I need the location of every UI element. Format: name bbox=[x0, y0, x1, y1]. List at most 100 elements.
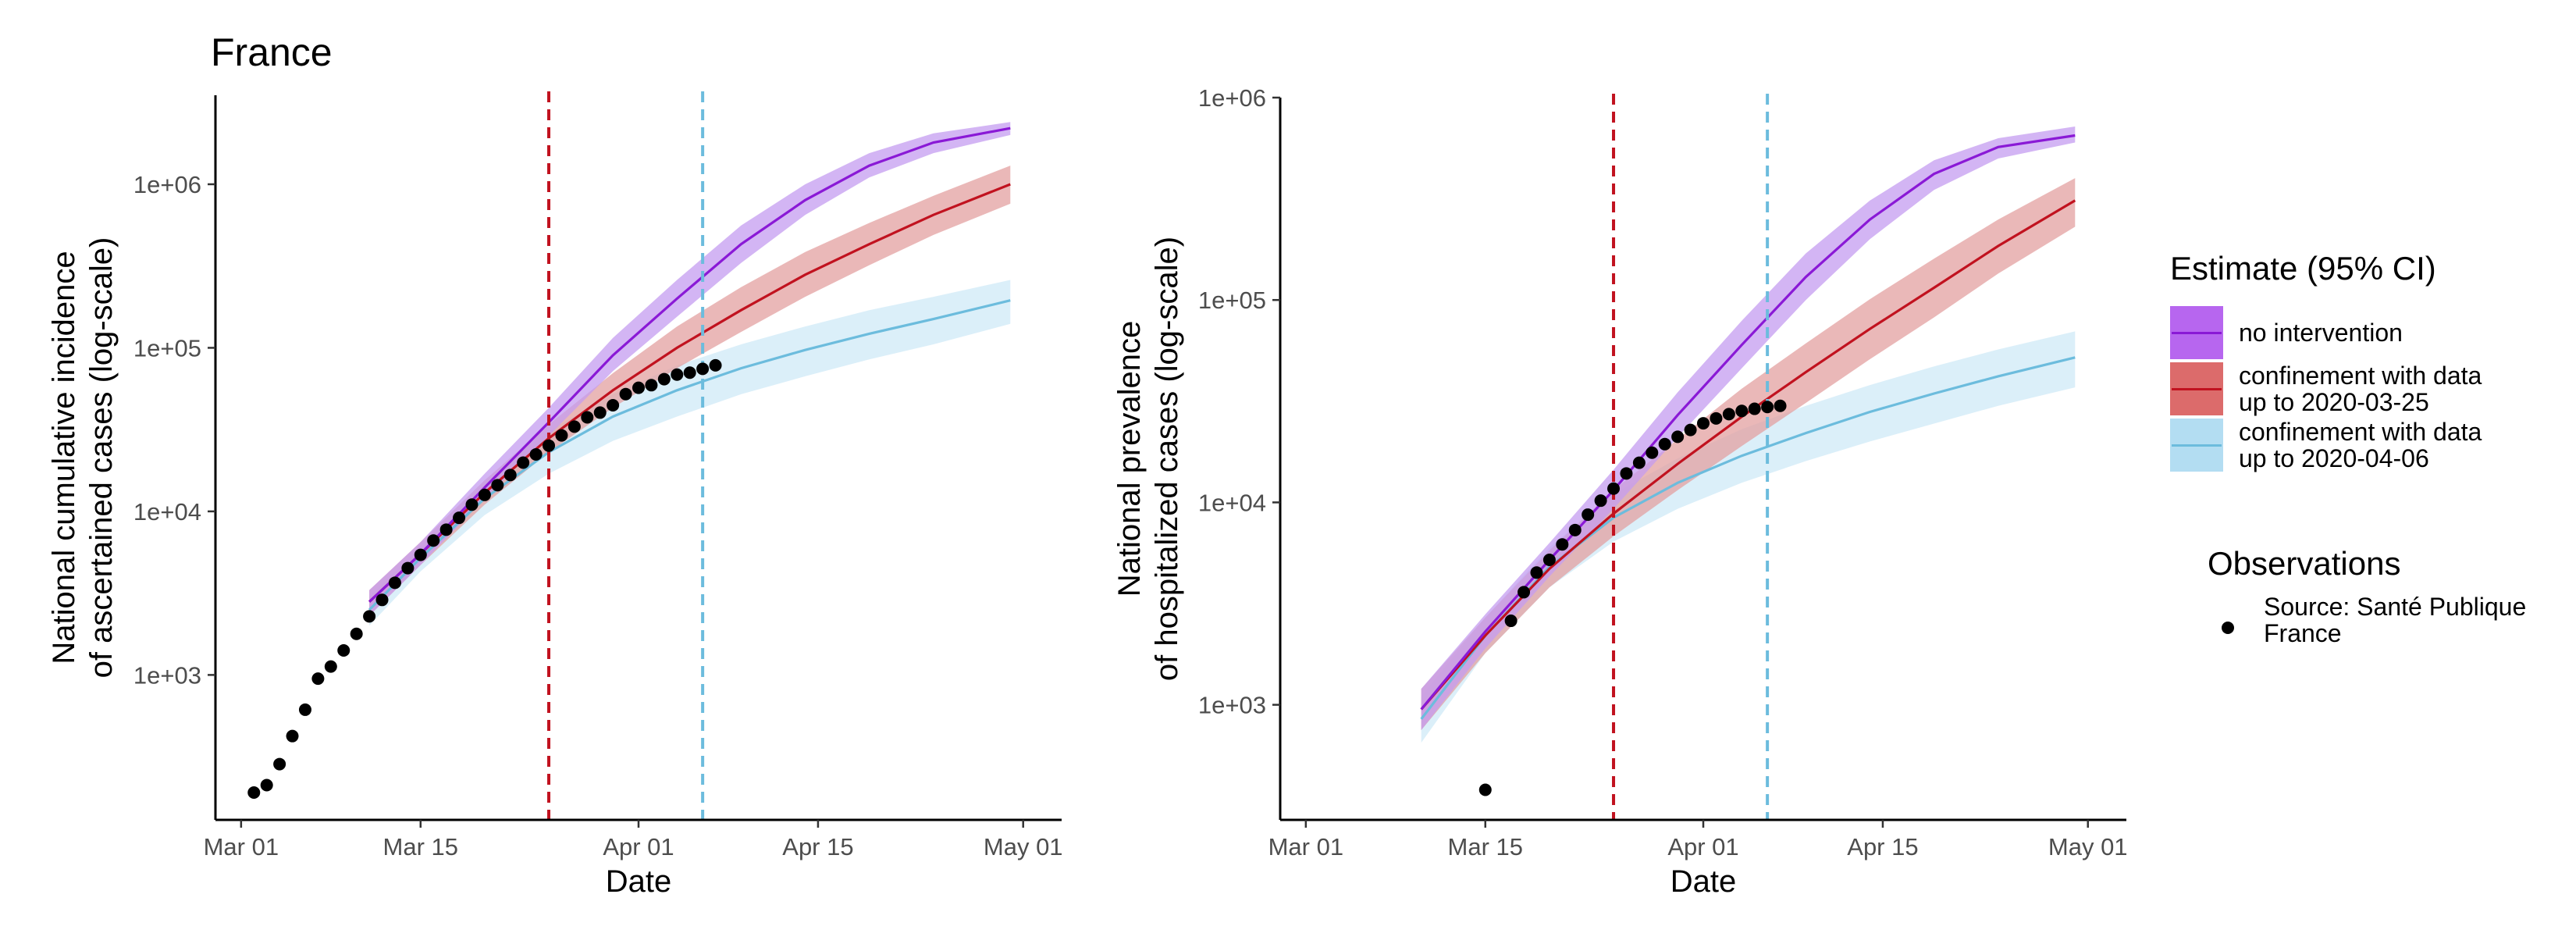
x-tick-label: Mar 01 bbox=[1268, 833, 1343, 860]
observation-point bbox=[1504, 615, 1517, 628]
observations-legend-item: Source: Santé Publique France bbox=[2208, 593, 2567, 656]
observation-point bbox=[1568, 523, 1582, 536]
legend-item-no-intervention: no intervention bbox=[2170, 306, 2576, 359]
legend-key-line bbox=[2172, 332, 2222, 334]
x-tick-label: Apr 01 bbox=[603, 833, 674, 860]
observation-point bbox=[337, 644, 350, 657]
legend-title: Estimate (95% CI) bbox=[2170, 250, 2436, 287]
observation-point bbox=[478, 488, 491, 501]
observation-point bbox=[414, 548, 427, 561]
chart-panel-2: 1e+03 1e+04 1e+05 1e+06 Mar 01 Mar 15 Apr 01 Ap… bbox=[1112, 84, 2128, 899]
legend-key-confinement-0325 bbox=[2170, 362, 2223, 415]
observation-point bbox=[555, 429, 568, 442]
observations-legend-label: Source: Santé Publique France bbox=[2264, 593, 2527, 647]
observation-point bbox=[286, 729, 299, 743]
estimate-line-no_intervention bbox=[368, 126, 1011, 603]
figure-title: France bbox=[211, 30, 333, 74]
observation-point bbox=[453, 511, 466, 525]
ci-band-confinement_0325 bbox=[1421, 178, 2076, 731]
x-axis-label: Date bbox=[606, 864, 672, 899]
observation-point bbox=[619, 387, 632, 401]
observation-point bbox=[1582, 508, 1595, 522]
observation-point bbox=[671, 368, 684, 381]
observation-point bbox=[273, 757, 286, 771]
observation-point bbox=[363, 610, 376, 623]
observation-point bbox=[503, 468, 517, 482]
x-tick-label: May 01 bbox=[2048, 833, 2128, 860]
observation-point bbox=[709, 358, 722, 372]
legend-label-no-intervention: no intervention bbox=[2239, 319, 2403, 347]
y-tick-label: 1e+04 bbox=[1198, 489, 1266, 516]
y-tick-label: 1e+03 bbox=[133, 661, 201, 689]
observation-point bbox=[260, 778, 273, 792]
observation-point bbox=[645, 379, 658, 392]
y-axis-label-line: of hospitalized cases (log-scale) bbox=[1150, 237, 1184, 681]
y-axis-label: National prevalence of hospitalized cases… bbox=[1112, 237, 1184, 681]
observation-point bbox=[439, 523, 453, 536]
observation-point bbox=[1697, 417, 1710, 430]
legend-item-confinement-0325: confinement with data up to 2020-03-25 bbox=[2170, 362, 2576, 415]
y-tick-label: 1e+04 bbox=[133, 498, 201, 526]
y-tick-label: 1e+05 bbox=[133, 334, 201, 362]
observation-point bbox=[1556, 538, 1569, 551]
legend-item-confinement-0406: confinement with data up to 2020-04-06 bbox=[2170, 419, 2576, 472]
y-tick-label: 1e+05 bbox=[1198, 287, 1266, 314]
observation-point bbox=[491, 479, 504, 492]
observation-point bbox=[568, 420, 581, 433]
y-tick-label: 1e+06 bbox=[1198, 84, 1266, 112]
legend-key-no-intervention bbox=[2170, 306, 2223, 359]
observation-point bbox=[1748, 402, 1761, 415]
legend-key-line bbox=[2172, 388, 2222, 390]
y-axis-label-line: of ascertained cases (log-scale) bbox=[84, 237, 119, 679]
x-tick-label: Mar 01 bbox=[204, 833, 279, 860]
observation-point bbox=[683, 366, 696, 379]
observation-point bbox=[1671, 430, 1685, 444]
x-tick-label: Mar 15 bbox=[383, 833, 458, 860]
observation-point bbox=[1646, 446, 1659, 459]
y-axis-label-line: National prevalence bbox=[1112, 321, 1147, 597]
observation-point bbox=[1761, 401, 1774, 414]
y-axis-label: National cumulative incidence of ascertai… bbox=[47, 237, 119, 679]
observation-point bbox=[581, 411, 594, 424]
chart-panel-1: 1e+03 1e+04 1e+05 1e+06 Mar 01 Mar 15 Apr 01 Ap… bbox=[47, 91, 1063, 899]
observation-point bbox=[1620, 467, 1633, 480]
estimate-line-no_intervention bbox=[1420, 134, 2076, 711]
observation-point bbox=[1632, 456, 1646, 469]
observation-point bbox=[350, 627, 363, 640]
observation-point bbox=[1658, 437, 1671, 451]
observation-point bbox=[543, 439, 556, 452]
observation-point bbox=[696, 362, 710, 376]
observation-point bbox=[375, 593, 389, 607]
x-tick-label: May 01 bbox=[984, 833, 1063, 860]
observation-point bbox=[1478, 783, 1492, 796]
observation-point bbox=[401, 561, 415, 575]
y-tick-label: 1e+06 bbox=[133, 171, 201, 198]
estimate-line-confinement_0325 bbox=[368, 183, 1011, 603]
observation-point bbox=[1530, 566, 1543, 579]
observation-point bbox=[1594, 494, 1607, 508]
observation-point bbox=[1542, 554, 1556, 567]
legend-key-confinement-0406 bbox=[2170, 419, 2223, 472]
observation-point bbox=[657, 372, 671, 386]
observation-dot-key bbox=[2222, 622, 2234, 634]
legend-key-line bbox=[2172, 444, 2222, 447]
legend-label-confinement-0406: confinement with data up to 2020-04-06 bbox=[2239, 418, 2482, 472]
observation-point bbox=[1774, 399, 1787, 412]
observation-point bbox=[1722, 408, 1735, 421]
observation-point bbox=[465, 498, 479, 511]
observation-point bbox=[298, 703, 311, 716]
observation-point bbox=[1607, 482, 1621, 495]
observation-point bbox=[529, 447, 543, 461]
observation-point bbox=[632, 381, 645, 394]
observation-point bbox=[388, 576, 401, 590]
ci-band-confinement_0406 bbox=[369, 280, 1011, 626]
observation-point bbox=[517, 456, 530, 469]
y-tick-label: 1e+03 bbox=[1198, 692, 1266, 719]
x-tick-label: Mar 15 bbox=[1448, 833, 1523, 860]
observation-point bbox=[1710, 411, 1723, 425]
observation-point bbox=[247, 786, 261, 799]
observation-point bbox=[1684, 423, 1697, 436]
x-tick-label: Apr 01 bbox=[1667, 833, 1738, 860]
y-axis-label-line: National cumulative incidence bbox=[47, 251, 81, 664]
